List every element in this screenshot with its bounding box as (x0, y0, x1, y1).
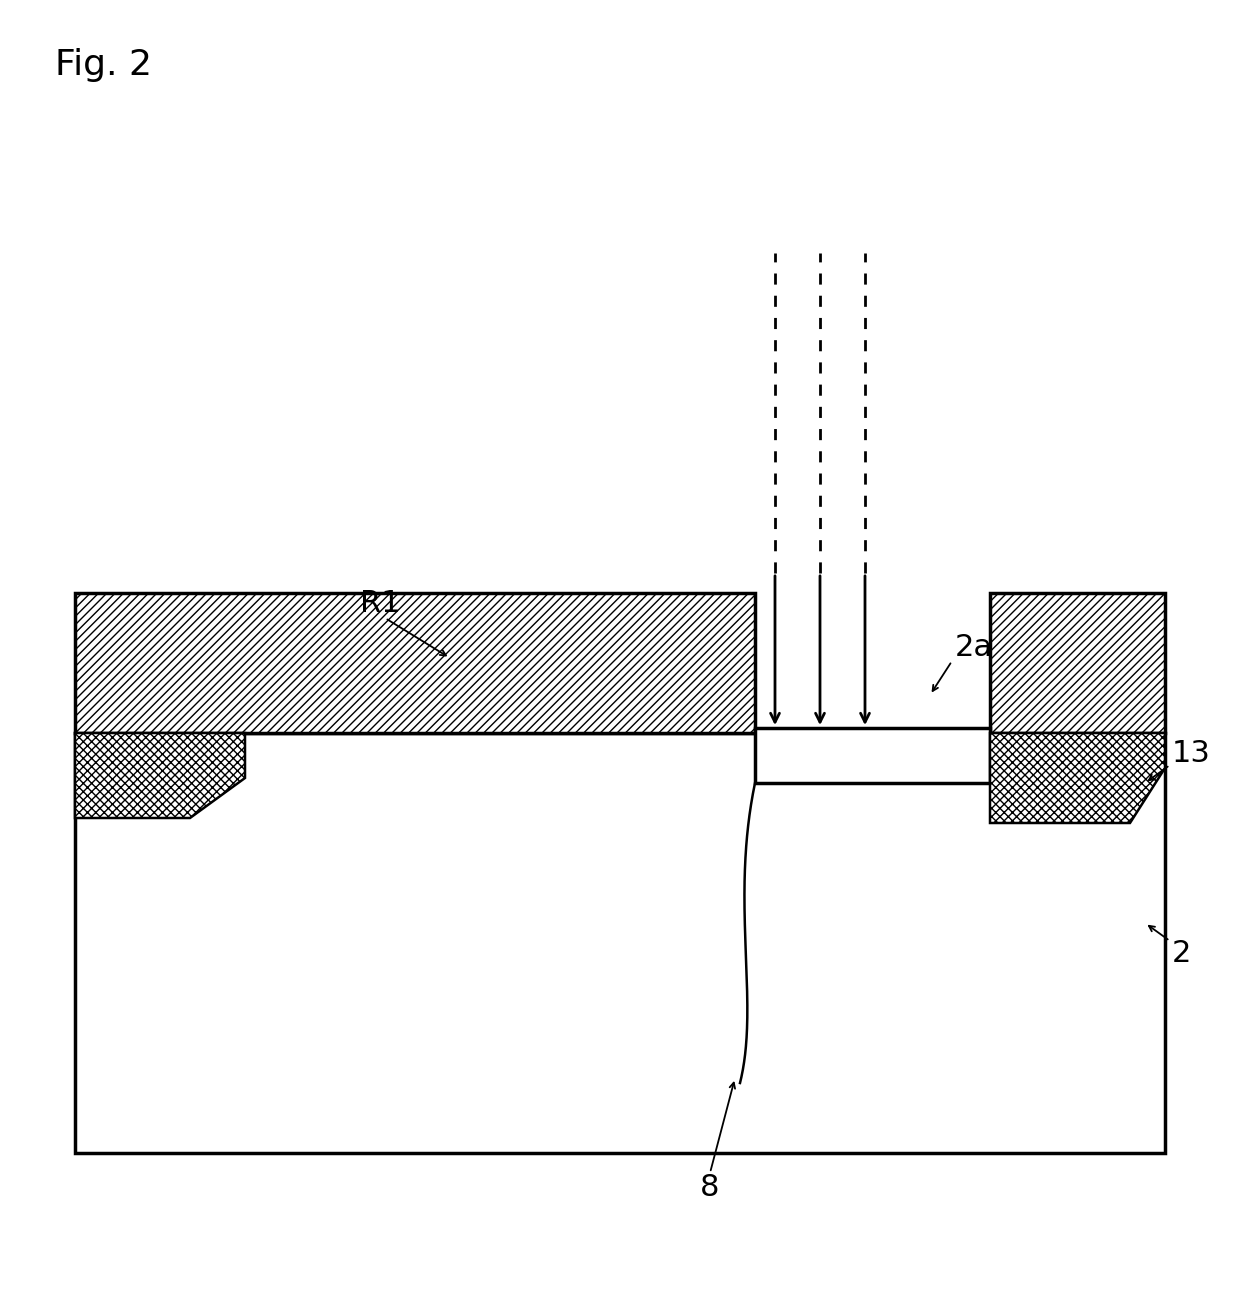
Text: 13: 13 (1172, 739, 1211, 767)
Polygon shape (74, 734, 246, 818)
Bar (74, 734, 1166, 1153)
Text: Fig. 2: Fig. 2 (55, 48, 153, 82)
Text: 8: 8 (701, 1174, 719, 1203)
Text: R1: R1 (360, 589, 401, 618)
Bar (74, 593, 755, 734)
Text: 2a: 2a (955, 633, 993, 662)
Bar (755, 728, 990, 783)
Bar (990, 593, 1166, 734)
Text: 2: 2 (1172, 938, 1192, 968)
Polygon shape (990, 734, 1166, 823)
